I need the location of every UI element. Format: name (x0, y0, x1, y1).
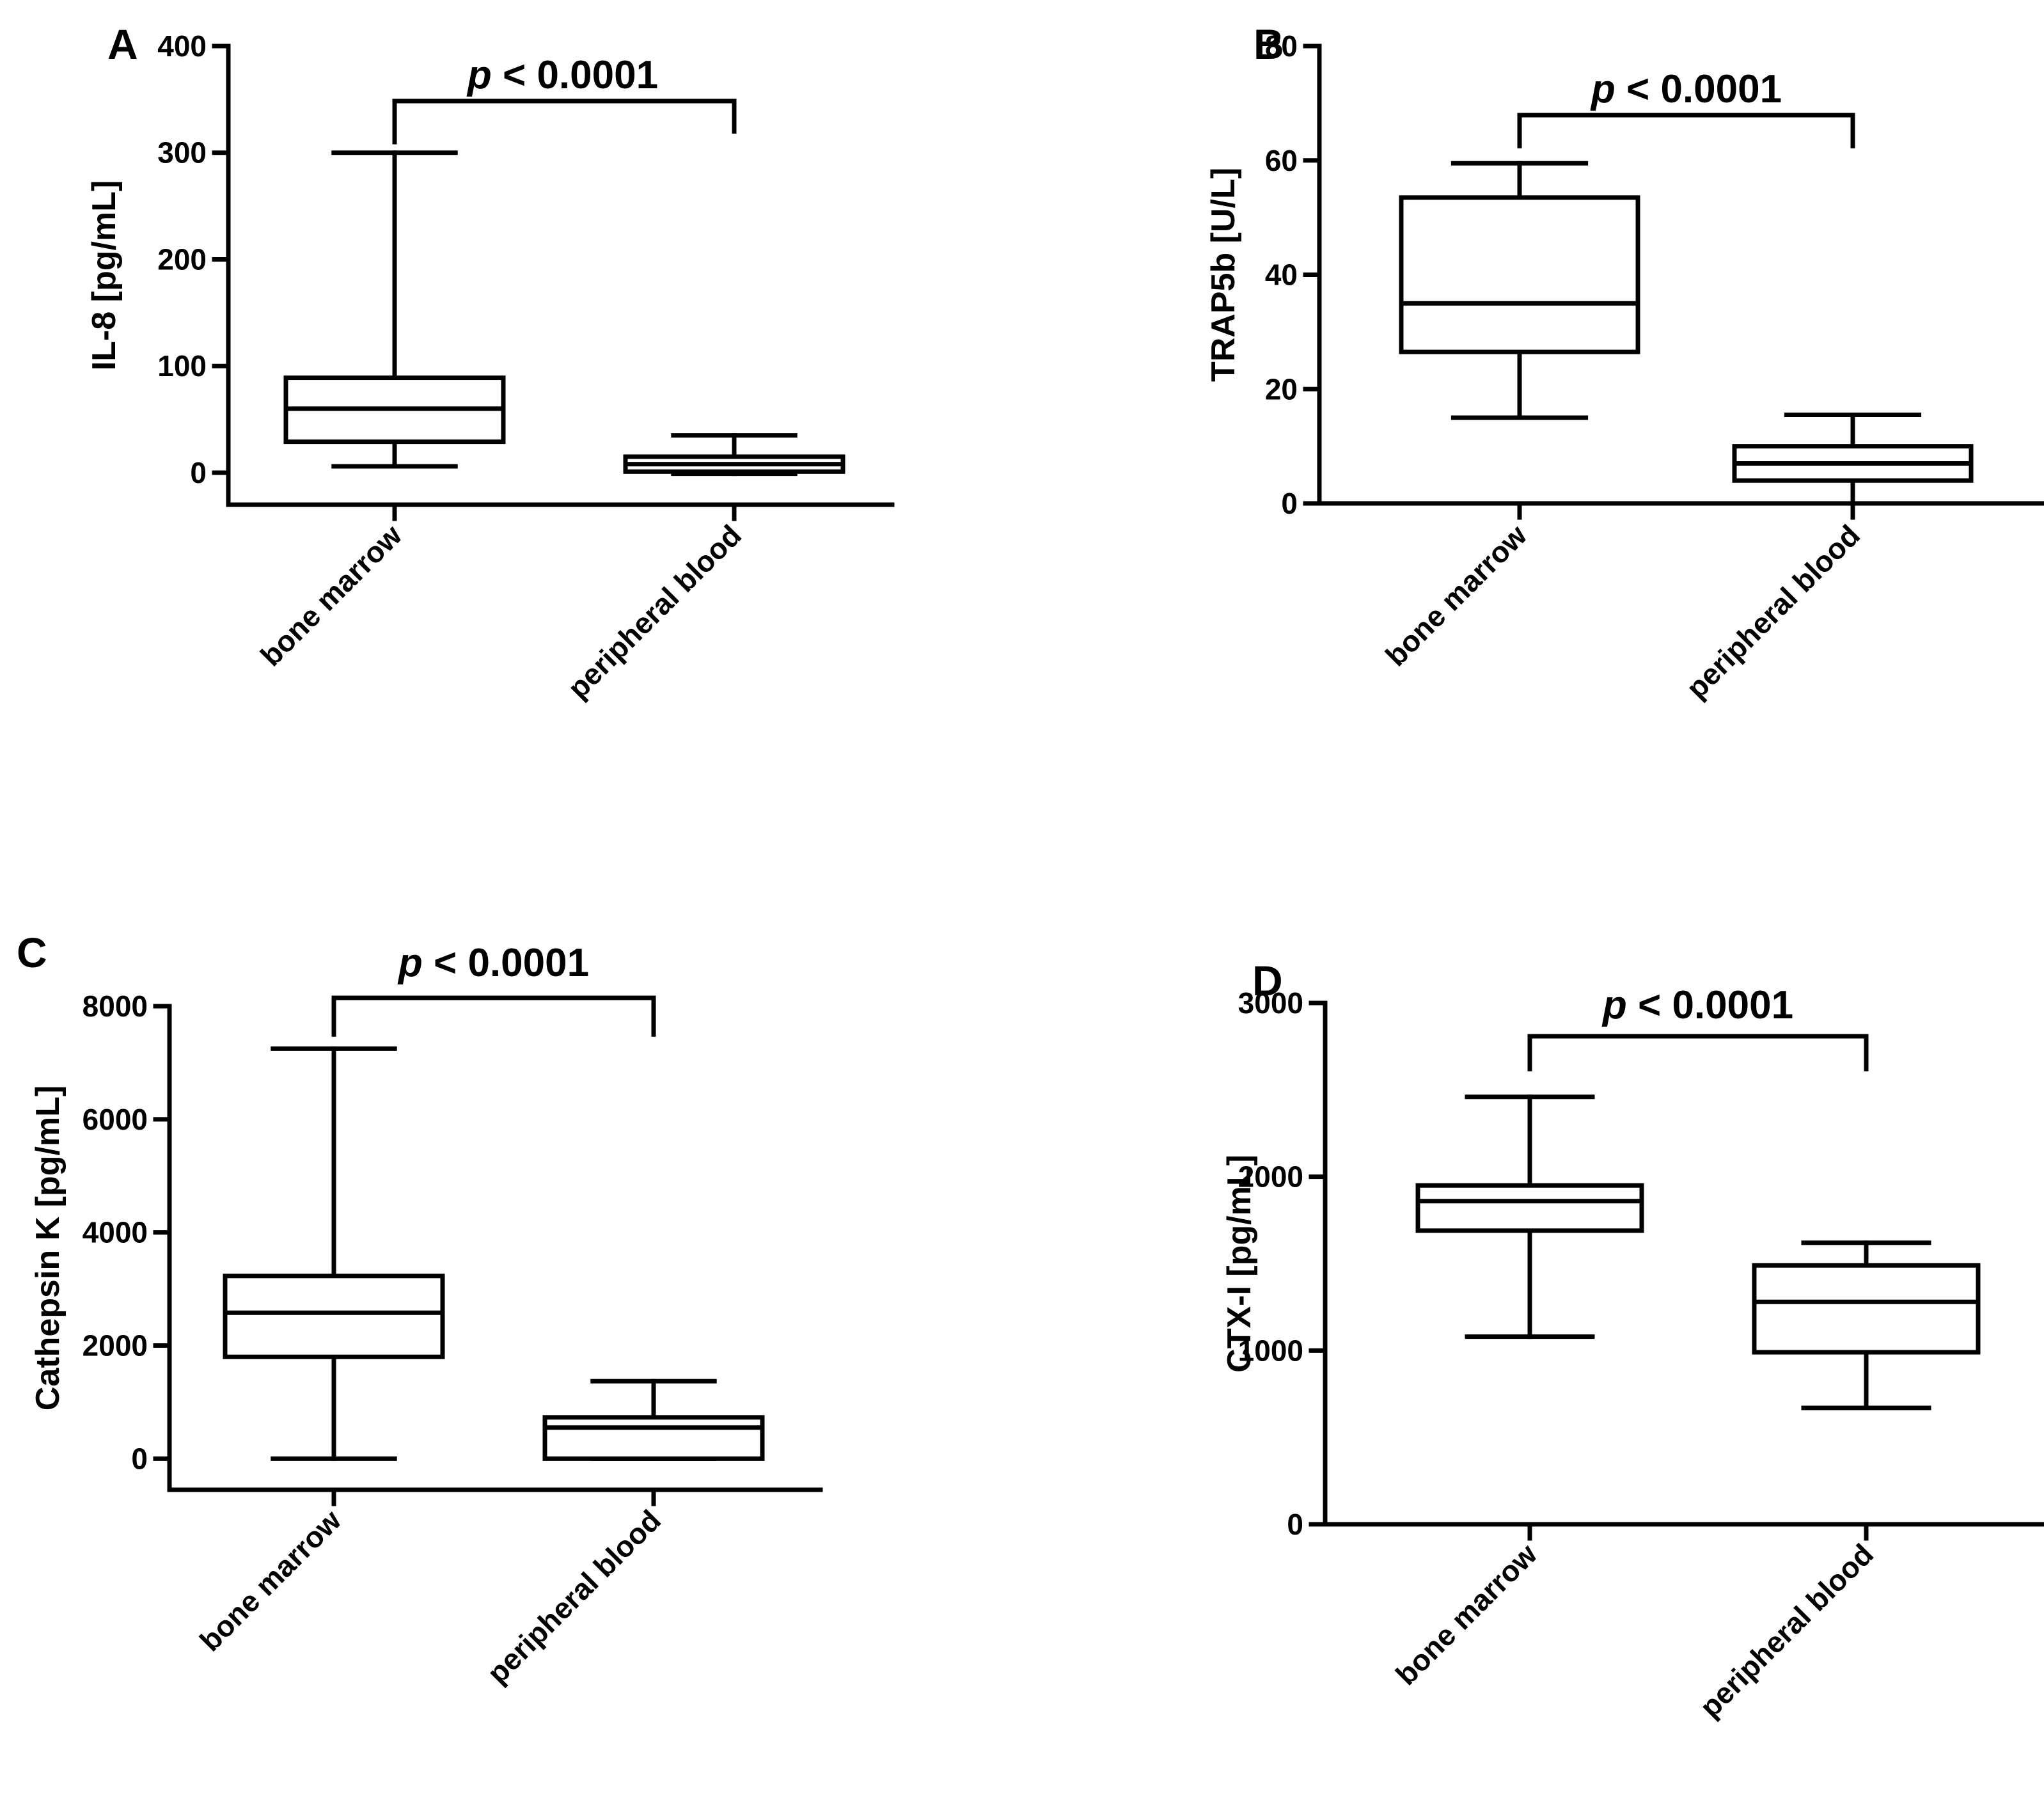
y-tick-label: 8000 (83, 990, 148, 1023)
p-value-text: < 0.0001 (1616, 67, 1782, 111)
significance-bracket (392, 99, 737, 145)
box-0 (223, 1046, 445, 1461)
x-tick-label: peripheral blood (1679, 518, 1866, 705)
panel-letter: C (17, 929, 47, 976)
iqr-box (1752, 1263, 1981, 1355)
p-symbol: p (466, 53, 492, 97)
p-symbol: p (1601, 983, 1627, 1027)
box-0 (1415, 1094, 1644, 1339)
p-symbol: p (1590, 67, 1616, 111)
x-tick-label: peripheral blood (561, 518, 748, 705)
x-tick-label: peripheral blood (480, 1503, 667, 1690)
p-value-annotation: p < 0.0001 (466, 53, 658, 97)
significance-bracket (1527, 1034, 1869, 1071)
y-tick-label: 0 (1281, 487, 1298, 520)
y-tick-label: 0 (1287, 1508, 1303, 1541)
panel-a: A 0 100 200 300 400 IL-8 [pg/mL] bone marrow per… (86, 20, 895, 705)
panel-letter: B (1254, 20, 1284, 68)
p-value-text: < 0.0001 (492, 53, 658, 97)
box-1 (1732, 412, 1974, 506)
panel-d: D 0 1000 2000 3000 CTX-I [pg/mL] bone marrow pe… (1221, 957, 2044, 1724)
y-tick-label: 40 (1265, 258, 1298, 292)
y-axis-label: IL-8 [pg/mL] (86, 180, 123, 371)
y-tick-label: 400 (157, 29, 207, 63)
x-tick-label: bone marrow (254, 518, 408, 672)
p-value-annotation: p < 0.0001 (397, 941, 589, 985)
y-tick-label: 20 (1265, 372, 1298, 406)
y-tick-label: 200 (157, 242, 207, 276)
iqr-box (542, 1415, 765, 1461)
y-axis-label: TRAP5b [U/L] (1205, 168, 1242, 382)
x-tick-label: bone marrow (1389, 1537, 1543, 1691)
y-tick-label: 100 (157, 349, 207, 383)
y-tick-label: 80 (1265, 29, 1298, 63)
x-tick-label: peripheral blood (1693, 1537, 1880, 1724)
box-1 (542, 1378, 765, 1461)
iqr-box (1399, 195, 1640, 354)
y-axis-label: Cathepsin K [pg/mL] (29, 1086, 67, 1410)
y-tick-label: 300 (157, 136, 207, 170)
y-tick-label: 0 (190, 456, 207, 489)
panel-c: C 0 2000 4000 6000 8000 Cathepsin K [pg/mL] bon… (17, 929, 823, 1690)
significance-bracket (1517, 113, 1855, 148)
box-0 (1399, 161, 1640, 420)
significance-bracket (331, 995, 656, 1037)
p-value-annotation: p < 0.0001 (1590, 67, 1782, 111)
x-tick-label: bone marrow (193, 1503, 347, 1657)
y-tick-label: 2000 (1238, 1160, 1303, 1194)
iqr-box (1415, 1183, 1644, 1233)
iqr-box (223, 1274, 445, 1359)
panel-letter: D (1252, 957, 1283, 1004)
p-value-annotation: p < 0.0001 (1601, 983, 1793, 1027)
box-1 (1752, 1240, 1981, 1410)
y-tick-label: 3000 (1238, 986, 1303, 1020)
y-tick-label: 0 (131, 1442, 148, 1475)
box-1 (623, 433, 845, 477)
y-axis-label: CTX-I [pg/mL] (1221, 1155, 1258, 1373)
panel-letter: A (107, 20, 138, 68)
y-tick-label: 1000 (1238, 1334, 1303, 1367)
panel-b: B 0 20 40 60 80 TRAP5b [U/L] bone marrow periphe… (1205, 20, 2044, 705)
p-value-text: < 0.0001 (1627, 983, 1793, 1027)
y-tick-label: 6000 (83, 1103, 148, 1136)
p-value-text: < 0.0001 (423, 941, 589, 985)
p-symbol: p (397, 941, 423, 985)
y-tick-label: 4000 (83, 1216, 148, 1249)
y-tick-label: 60 (1265, 144, 1298, 177)
box-0 (283, 150, 506, 469)
y-tick-label: 2000 (83, 1329, 148, 1362)
x-tick-label: bone marrow (1379, 518, 1533, 672)
